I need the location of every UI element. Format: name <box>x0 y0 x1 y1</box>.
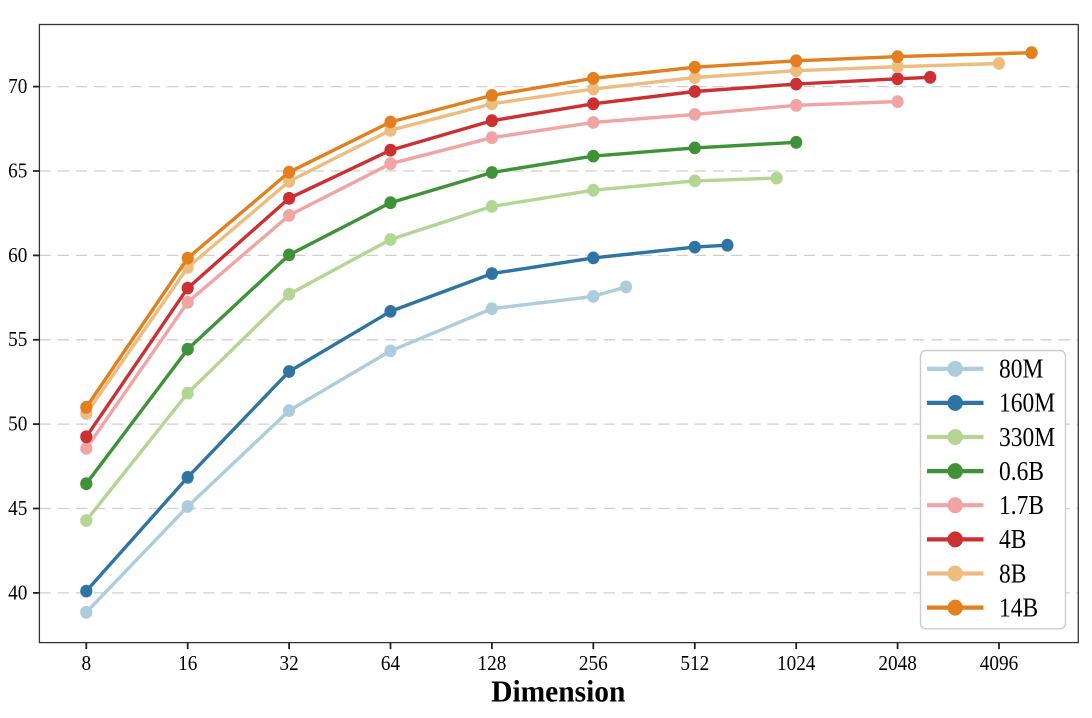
svg-text:1024: 1024 <box>777 653 815 675</box>
svg-text:70: 70 <box>8 76 27 98</box>
svg-text:1.7B: 1.7B <box>999 490 1044 520</box>
svg-text:330M: 330M <box>999 422 1055 452</box>
svg-text:4096: 4096 <box>980 653 1018 675</box>
svg-text:32: 32 <box>280 653 299 675</box>
svg-text:160M: 160M <box>999 388 1055 418</box>
svg-text:0.6B: 0.6B <box>999 456 1044 486</box>
svg-text:80M: 80M <box>999 354 1043 384</box>
svg-text:Dimension: Dimension <box>491 674 625 709</box>
svg-text:512: 512 <box>680 653 709 675</box>
svg-text:60: 60 <box>8 245 27 267</box>
svg-text:14B: 14B <box>999 592 1038 622</box>
svg-text:256: 256 <box>579 653 608 675</box>
svg-text:64: 64 <box>381 653 400 675</box>
svg-text:55: 55 <box>8 329 27 351</box>
svg-text:50: 50 <box>8 414 27 436</box>
svg-text:45: 45 <box>8 498 27 520</box>
svg-text:65: 65 <box>8 160 27 182</box>
svg-text:2048: 2048 <box>878 653 916 675</box>
svg-text:16: 16 <box>178 653 197 675</box>
svg-text:8B: 8B <box>999 558 1026 588</box>
svg-text:128: 128 <box>478 653 507 675</box>
svg-text:8: 8 <box>82 653 92 675</box>
svg-text:40: 40 <box>8 582 27 604</box>
svg-text:4B: 4B <box>999 524 1026 554</box>
